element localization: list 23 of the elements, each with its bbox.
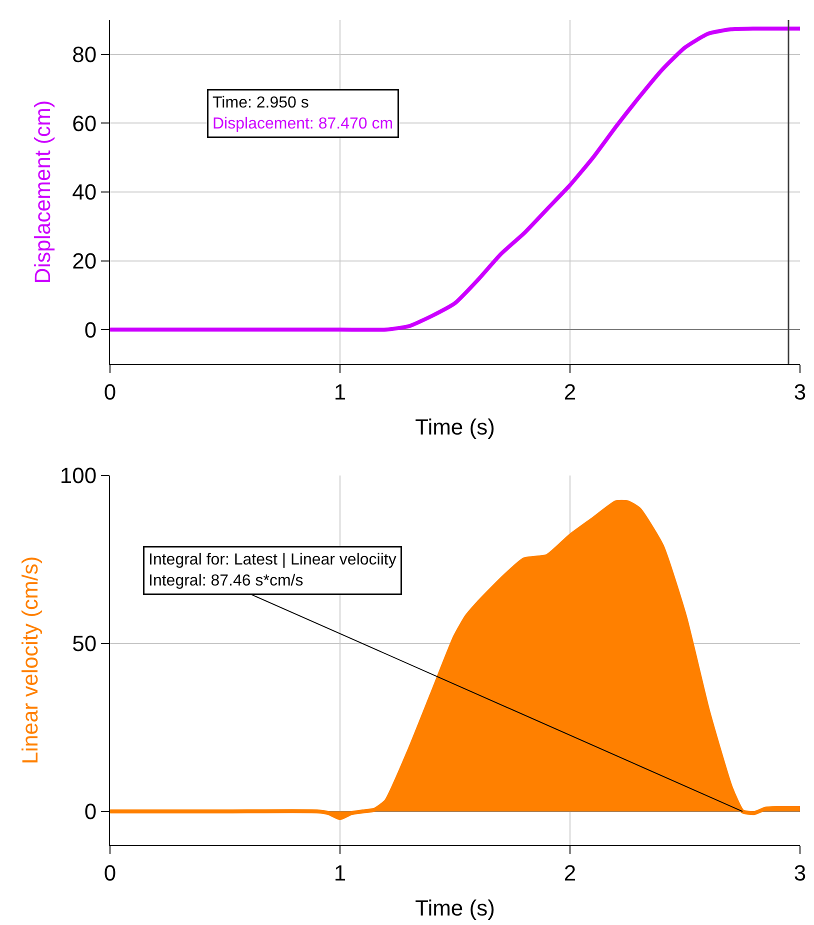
annotation: Time: 2.950 s Displacement: 87.470 cm <box>212 94 394 132</box>
x-axis-title: Time (s) <box>415 414 495 440</box>
y-tick-label: 0 <box>84 317 97 342</box>
x-tick-label: 3 <box>794 860 806 886</box>
y-tick-label: 50 <box>72 631 97 656</box>
y-tick-label: 60 <box>72 110 97 136</box>
y-axis-title: Linear velocity (cm/s) <box>18 556 43 764</box>
x-tick-label: 3 <box>794 379 806 404</box>
x-tick-label: 0 <box>104 860 116 886</box>
y-tick-label: 40 <box>72 180 97 205</box>
x-axis-title: Time (s) <box>415 895 495 920</box>
annotation: Integral for: Latest | Linear velociity Integral: 87.46 s*cm/s <box>148 552 396 590</box>
y-tick-label: 80 <box>72 42 97 68</box>
y-tick-label: 100 <box>60 463 97 488</box>
x-tick-label: 2 <box>564 379 576 404</box>
x-tick-label: 2 <box>564 860 576 886</box>
x-tick-label: 1 <box>334 860 346 886</box>
line-series <box>110 26 800 332</box>
y-tick-label: 20 <box>72 248 97 274</box>
x-tick-label: 1 <box>334 379 346 404</box>
x-tick-label: 0 <box>104 379 116 404</box>
y-axis-title: Displacement (cm) <box>30 100 55 284</box>
y-tick-label: 0 <box>84 799 97 824</box>
